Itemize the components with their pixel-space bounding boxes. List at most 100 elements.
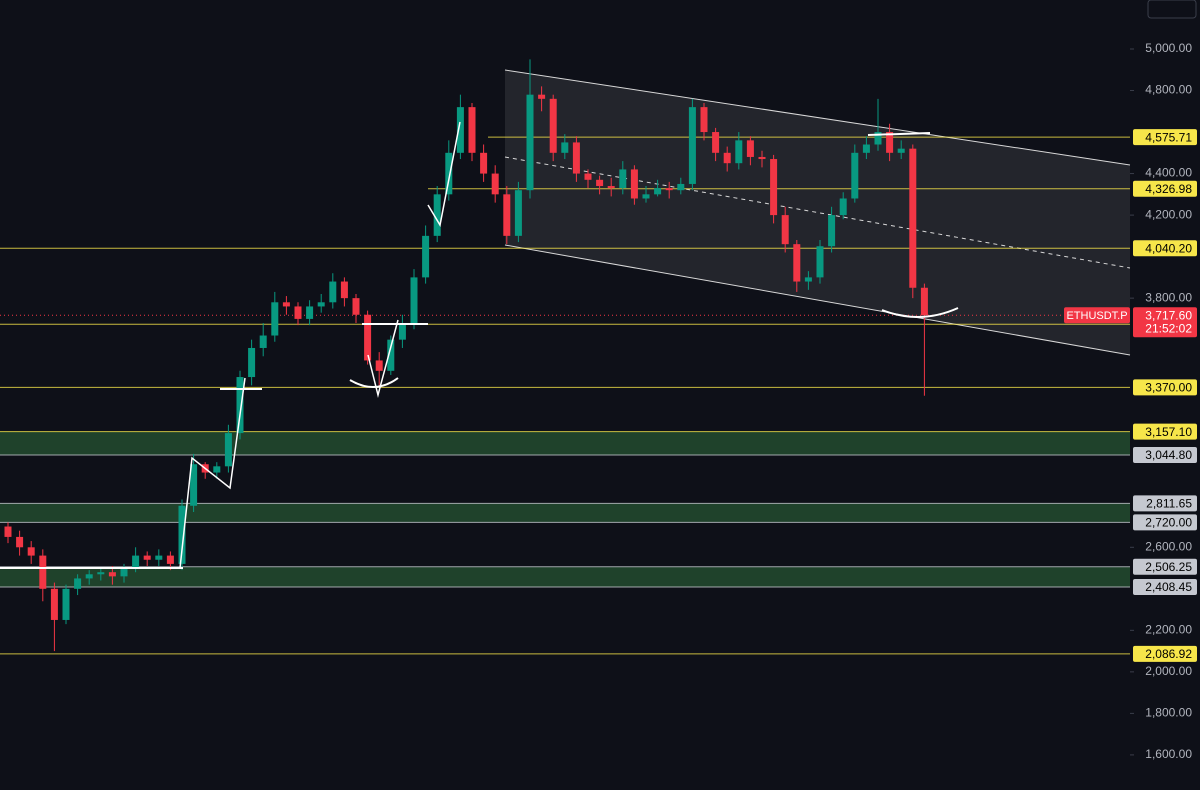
y-tick-label: 4,200.00 [1145, 207, 1192, 221]
candle-body [236, 377, 244, 434]
candle-body [387, 339, 395, 371]
candle-body [491, 173, 499, 195]
level-label: 3,044.80 [1145, 448, 1192, 462]
toolbar-button[interactable] [1147, 0, 1197, 19]
candle-body [27, 547, 35, 556]
y-tick-label: 4,800.00 [1145, 83, 1192, 97]
candle-body [862, 144, 870, 153]
candle-body [723, 152, 731, 164]
candle-body [688, 107, 696, 184]
candle-body [468, 107, 476, 153]
candle-body [190, 464, 198, 506]
y-tick-label: 2,200.00 [1145, 623, 1192, 637]
candle-body [340, 281, 348, 299]
candle-body [642, 194, 650, 199]
candle-body [50, 588, 58, 620]
candle-body [781, 215, 789, 245]
candle-body [746, 140, 754, 157]
candles [4, 59, 928, 652]
annotation-zigzag [179, 377, 246, 569]
level-label: 3,157.10 [1145, 425, 1192, 439]
candle-body [920, 287, 928, 316]
candle-body [584, 173, 592, 180]
level-label: 4,575.71 [1145, 130, 1192, 144]
candle-body [62, 588, 70, 620]
candle-body [909, 148, 917, 288]
levels [0, 136, 1130, 655]
zone [0, 503, 1130, 523]
annotation-zigzag [367, 319, 399, 398]
level-label: 3,370.00 [1145, 381, 1192, 395]
candle-body [213, 466, 221, 473]
candle-body [735, 140, 743, 164]
level-label: 2,408.45 [1145, 580, 1192, 594]
candle-body [97, 572, 105, 575]
y-tick-label: 1,600.00 [1145, 747, 1192, 761]
candle-body [259, 335, 267, 348]
candle-body [433, 194, 441, 236]
candle-body [306, 306, 314, 319]
price-label: 3,717.60 [1145, 308, 1192, 322]
candle-body [410, 277, 418, 324]
candle-body [178, 505, 186, 564]
candle-body [329, 281, 337, 303]
candle-body [155, 555, 163, 560]
level-label-bg [1133, 558, 1197, 575]
annotation-arc [349, 377, 399, 388]
candle-body [352, 298, 360, 315]
candle-body [248, 347, 256, 378]
candle-body [317, 302, 325, 307]
symbol-label-bg [1064, 307, 1130, 324]
candle-body [770, 159, 778, 216]
candle-body [4, 526, 12, 537]
level-label: 2,086.92 [1145, 647, 1192, 661]
level-label-bg [1133, 579, 1197, 596]
candle-body [294, 306, 302, 319]
channel-bottom [504, 244, 1131, 356]
annotation-arc [881, 307, 959, 319]
level-label-bg [1133, 514, 1197, 531]
candle-body [74, 578, 82, 589]
candle-body [793, 244, 801, 282]
y-tick-label: 2,000.00 [1145, 664, 1192, 678]
candle-body [224, 433, 232, 467]
y-tick-label: 5,000.00 [1145, 41, 1192, 55]
annotation-line [867, 132, 931, 136]
candle-body [828, 215, 836, 247]
candle-body [549, 98, 557, 153]
candle-body [526, 94, 534, 191]
level-label-bg [1133, 446, 1197, 463]
annotations [0, 121, 959, 569]
level-label: 4,040.20 [1145, 241, 1192, 255]
level-label-bg [1133, 129, 1197, 146]
level-label-bg [1133, 240, 1197, 257]
y-tick-label: 1,800.00 [1145, 706, 1192, 720]
candle-body [132, 555, 140, 569]
candle-body [143, 555, 151, 560]
channel-top [504, 69, 1131, 166]
level-label-bg [1133, 645, 1197, 662]
level-label: 2,811.65 [1146, 497, 1192, 511]
candle-body [561, 142, 569, 153]
level-label: 2,720.00 [1145, 516, 1192, 530]
y-tick-label: 3,800.00 [1145, 290, 1192, 304]
candle-body [480, 152, 488, 174]
candle-body [758, 156, 766, 160]
candle-body [874, 132, 882, 145]
candle-body [445, 152, 453, 195]
level-label: 2,506.25 [1145, 560, 1192, 574]
candle-body [839, 198, 847, 216]
level-label-bg [1133, 180, 1197, 197]
candle-body [538, 94, 546, 99]
candle-body [712, 132, 720, 153]
candle-body [665, 188, 673, 191]
level-label-bg [1133, 379, 1197, 396]
y-tick-label: 2,600.00 [1145, 539, 1192, 553]
candle-body [514, 190, 522, 236]
channel-mid [504, 156, 1131, 269]
candle-body [677, 183, 685, 191]
symbol-label: ETHUSDT.P [1066, 310, 1127, 322]
